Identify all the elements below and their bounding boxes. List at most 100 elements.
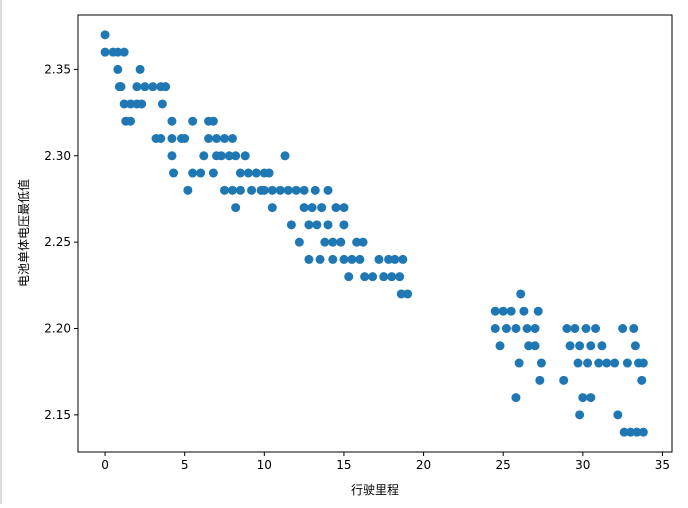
point [516,289,526,299]
point [312,220,322,230]
point [251,168,261,178]
point [630,341,640,351]
point [632,427,642,437]
point [227,185,237,195]
point [183,185,193,195]
point [626,427,636,437]
point [591,324,601,333]
point [235,185,245,195]
point [511,393,521,403]
point [581,324,591,333]
point [220,185,230,195]
point [638,358,648,368]
point [100,30,110,40]
point [180,134,190,143]
point [267,203,277,213]
point [575,410,585,420]
point [384,254,394,264]
point [208,116,218,126]
point [336,237,346,247]
point [331,203,341,213]
point [501,324,511,333]
point [227,134,237,143]
point [204,134,214,143]
point [275,185,285,195]
point [323,185,333,195]
point [119,47,129,57]
point [490,306,500,316]
point [328,254,338,264]
point [578,393,588,403]
point [135,64,145,74]
point [586,393,596,403]
point [196,168,206,178]
point [291,185,301,195]
point [304,254,314,264]
point [188,168,198,178]
point [490,324,500,333]
point [638,427,648,437]
plot-frame [77,14,673,453]
point [339,203,349,213]
point [167,116,177,126]
point [224,151,234,161]
point [368,272,378,282]
point [403,289,413,299]
point [156,134,166,143]
point [583,358,593,368]
point [519,306,529,316]
point [396,289,406,299]
point [167,151,177,161]
point [216,151,226,161]
point [344,272,354,282]
point [586,341,596,351]
point [387,272,397,282]
point [299,185,309,195]
point [328,237,338,247]
point [530,324,540,333]
x-tick-label: 20 [416,458,431,472]
point [307,203,317,213]
point [594,358,604,368]
point [339,220,349,230]
y-tick-label: 2.35 [44,62,71,76]
point [317,203,327,213]
point [240,151,250,161]
point [524,341,534,351]
x-tick-label: 30 [575,458,590,472]
y-tick-label: 2.30 [44,149,71,163]
point [299,203,309,213]
y-tick-label: 2.20 [44,322,71,336]
point [132,82,142,92]
point [280,151,290,161]
point [310,185,320,195]
point [100,47,110,57]
point [113,64,123,74]
point [602,358,612,368]
point [161,82,171,92]
point [231,203,241,213]
point [395,272,405,282]
x-tick-label: 35 [655,458,670,472]
point [514,358,524,368]
y-axis-label: 电池单体电压最低值 [16,179,31,287]
point [522,324,532,333]
point [304,220,314,230]
x-tick-label: 5 [181,458,189,472]
point [140,82,150,92]
point [613,410,623,420]
point [374,254,384,264]
x-tick-label: 25 [496,458,511,472]
point [511,324,521,333]
window-edge [0,0,2,504]
point [562,324,572,333]
point [619,427,629,437]
point [352,237,362,247]
point [536,358,546,368]
point [506,306,516,316]
point [339,254,349,264]
point [323,220,333,230]
